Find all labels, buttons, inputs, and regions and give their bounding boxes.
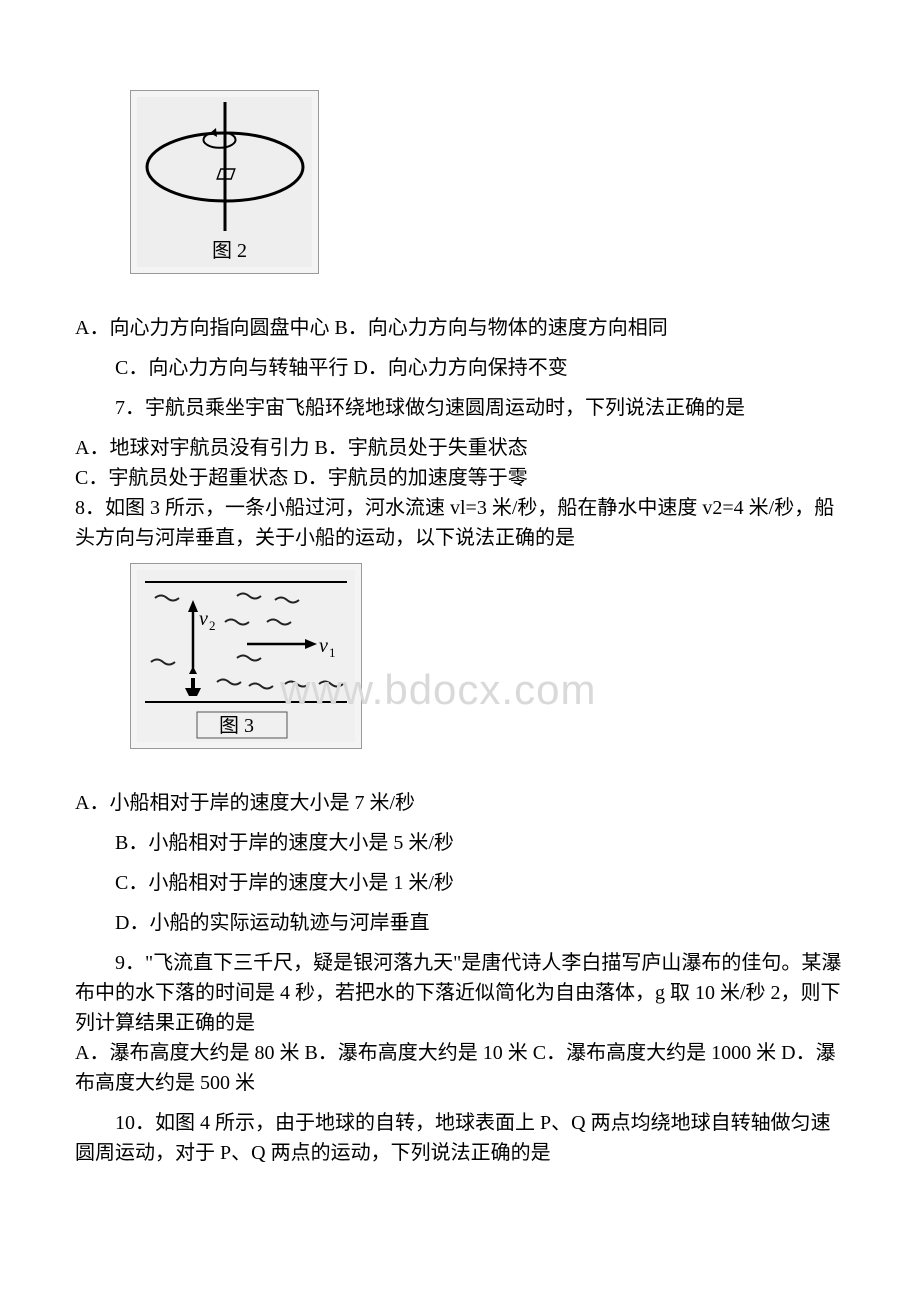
q7-stem: 7．宇航员乘坐宇宙飞船环绕地球做匀速圆周运动时，下列说法正确的是 xyxy=(75,393,845,423)
disk-diagram-icon: 图 2 xyxy=(137,97,312,267)
svg-text:2: 2 xyxy=(209,618,216,633)
figure-3: v 2 v 1 图 3 xyxy=(130,563,362,749)
svg-text:图 2: 图 2 xyxy=(212,240,247,262)
q6-option-c-d: C．向心力方向与转轴平行 D．向心力方向保持不变 xyxy=(75,353,845,383)
q8-option-a: A．小船相对于岸的速度大小是 7 米/秒 xyxy=(75,788,845,818)
q7-option-c-d: C．宇航员处于超重状态 D．宇航员的加速度等于零 xyxy=(75,463,845,493)
svg-text:v: v xyxy=(319,635,328,657)
figure-2: 图 2 xyxy=(130,90,319,274)
figure-3-container: v 2 v 1 图 3 www.bdocx.com xyxy=(75,563,845,788)
document-body: 图 2 A．向心力方向指向圆盘中心 B．向心力方向与物体的速度方向相同 C．向心… xyxy=(75,90,845,1168)
q7-option-a-b: A．地球对宇航员没有引力 B．宇航员处于失重状态 xyxy=(75,433,845,463)
q8-option-d: D．小船的实际运动轨迹与河岸垂直 xyxy=(75,908,845,938)
q8-stem: 8．如图 3 所示，一条小船过河，河水流速 vl=3 米/秒，船在静水中速度 v… xyxy=(75,493,845,553)
q9-options: A．瀑布高度大约是 80 米 B．瀑布高度大约是 10 米 C．瀑布高度大约是 … xyxy=(75,1038,845,1098)
q8-option-b: B．小船相对于岸的速度大小是 5 米/秒 xyxy=(75,828,845,858)
q6-option-a-b: A．向心力方向指向圆盘中心 B．向心力方向与物体的速度方向相同 xyxy=(75,313,845,343)
q9-stem: 9．"飞流直下三千尺，疑是银河落九天"是唐代诗人李白描写庐山瀑布的佳句。某瀑布中… xyxy=(75,948,845,1038)
q10-stem: 10．如图 4 所示，由于地球的自转，地球表面上 P、Q 两点均绕地球自转轴做匀… xyxy=(75,1108,845,1168)
svg-text:v: v xyxy=(199,608,208,630)
q8-option-c: C．小船相对于岸的速度大小是 1 米/秒 xyxy=(75,868,845,898)
q9-stem-text: 9．"飞流直下三千尺，疑是银河落九天"是唐代诗人李白描写庐山瀑布的佳句。某瀑布中… xyxy=(75,952,841,1034)
svg-text:图 3: 图 3 xyxy=(219,715,254,737)
river-diagram-icon: v 2 v 1 图 3 xyxy=(137,570,355,742)
svg-text:1: 1 xyxy=(329,645,336,660)
